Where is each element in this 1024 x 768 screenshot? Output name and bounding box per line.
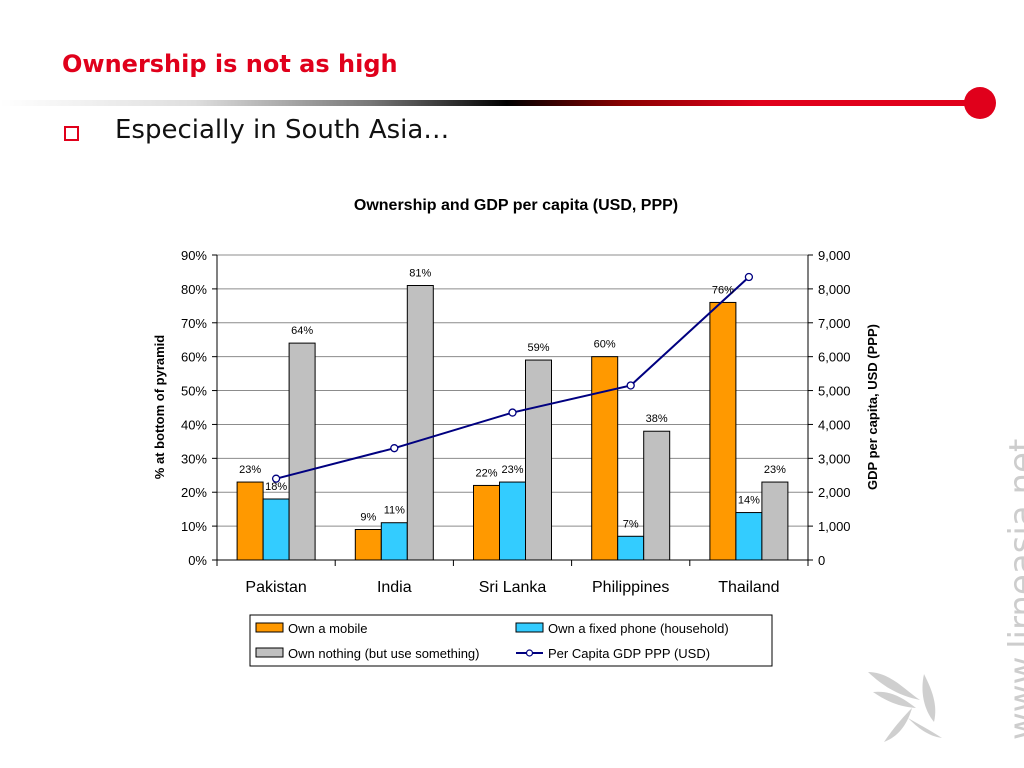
data-label: 23% <box>239 464 261 476</box>
data-label: 64% <box>291 325 313 337</box>
y2-tick-label: 7,000 <box>818 316 851 331</box>
legend-label: Own a fixed phone (household) <box>548 621 729 636</box>
data-label: 9% <box>360 512 376 524</box>
legend-swatch <box>255 647 284 658</box>
x-tick-label: Pakistan <box>245 579 306 596</box>
y2-tick-label: 1,000 <box>818 519 851 534</box>
y-tick-label: 60% <box>181 350 207 365</box>
y2-tick-label: 9,000 <box>818 248 851 263</box>
y-tick-label: 90% <box>181 248 207 263</box>
bar <box>499 481 526 561</box>
x-tick-label: Philippines <box>592 579 669 596</box>
y-tick-label: 20% <box>181 485 207 500</box>
y2-tick-label: 2,000 <box>818 485 851 500</box>
y2-tick-label: 8,000 <box>818 282 851 297</box>
bar <box>525 359 552 561</box>
y-tick-label: 0% <box>188 553 207 568</box>
y2-tick-label: 5,000 <box>818 384 851 399</box>
y2-tick-label: 6,000 <box>818 350 851 365</box>
bar <box>761 481 789 561</box>
axes: 0% 0 10% 1,000 20% 2,000 30% 3,000 40% 4,000 50% 5,… <box>181 248 851 596</box>
data-label: 23% <box>501 464 523 476</box>
data-label: 59% <box>527 342 549 354</box>
bar <box>591 356 619 561</box>
bar <box>262 498 290 561</box>
bar <box>354 529 382 561</box>
bar <box>735 512 763 561</box>
y2-tick-label: 3,000 <box>818 451 851 466</box>
gdp-point <box>271 474 281 483</box>
y2-tick-label: 0 <box>818 553 825 568</box>
data-label: 38% <box>646 413 668 425</box>
data-label: 22% <box>475 467 497 479</box>
data-label: 81% <box>409 268 431 280</box>
lirneasia-logo-icon <box>868 672 942 742</box>
bullet-square-icon <box>64 126 79 141</box>
data-labels: 23% 9% 22% 60% 76% 18% 11% 23% 7% 14% 64% 81% 59% 38%… <box>239 268 786 531</box>
x-tick-label: India <box>377 579 412 596</box>
bar <box>617 535 645 561</box>
legend: Own a mobile Own a fixed phone (household… <box>249 614 773 667</box>
legend-swatch <box>255 622 284 633</box>
title-divider <box>0 100 975 106</box>
y2-axis-label: GDP per capita, USD (PPP) <box>865 324 880 490</box>
gdp-point <box>508 408 517 417</box>
y-tick-label: 80% <box>181 282 207 297</box>
bar <box>473 484 500 561</box>
y-tick-label: 50% <box>181 384 207 399</box>
data-label: 11% <box>384 505 405 517</box>
gdp-point <box>390 444 399 453</box>
bar <box>406 285 434 561</box>
y-tick-label: 40% <box>181 417 207 432</box>
legend-label: Own a mobile <box>288 621 367 636</box>
title-divider-dot <box>964 87 996 119</box>
data-label: 76% <box>712 284 734 296</box>
slide-title: Ownership is not as high <box>62 50 398 78</box>
data-label: 18% <box>265 481 287 493</box>
y-tick-label: 10% <box>181 519 207 534</box>
chart-title: Ownership and GDP per capita (USD, PPP) <box>354 197 678 214</box>
y-tick-label: 30% <box>181 451 207 466</box>
gdp-line <box>275 276 750 480</box>
x-tick-label: Thailand <box>718 579 779 596</box>
data-label: 23% <box>764 464 786 476</box>
bars <box>236 285 789 561</box>
watermark: www.lirneasia.net <box>1002 438 1024 740</box>
legend-point-swatch <box>525 649 534 657</box>
y2-tick-label: 4,000 <box>818 417 851 432</box>
bar <box>643 430 671 561</box>
legend-label: Per Capita GDP PPP (USD) <box>548 646 710 661</box>
gdp-point <box>744 272 754 282</box>
gdp-point <box>626 381 635 390</box>
data-label: 60% <box>594 339 616 351</box>
legend-box <box>249 614 773 667</box>
bar <box>380 522 408 561</box>
data-label: 14% <box>738 495 760 507</box>
bullet-text: Especially in South Asia… <box>115 115 450 145</box>
gdp-line-group <box>271 272 754 483</box>
x-tick-label: Sri Lanka <box>479 579 547 596</box>
legend-label: Own nothing (but use something) <box>288 646 480 661</box>
data-label: 7% <box>623 518 639 530</box>
legend-swatch <box>515 622 544 633</box>
bar <box>709 301 737 561</box>
bar <box>288 342 316 561</box>
bar <box>236 481 264 561</box>
y-axis-label: % at bottom of pyramid <box>152 335 167 480</box>
y-tick-label: 70% <box>181 316 207 331</box>
